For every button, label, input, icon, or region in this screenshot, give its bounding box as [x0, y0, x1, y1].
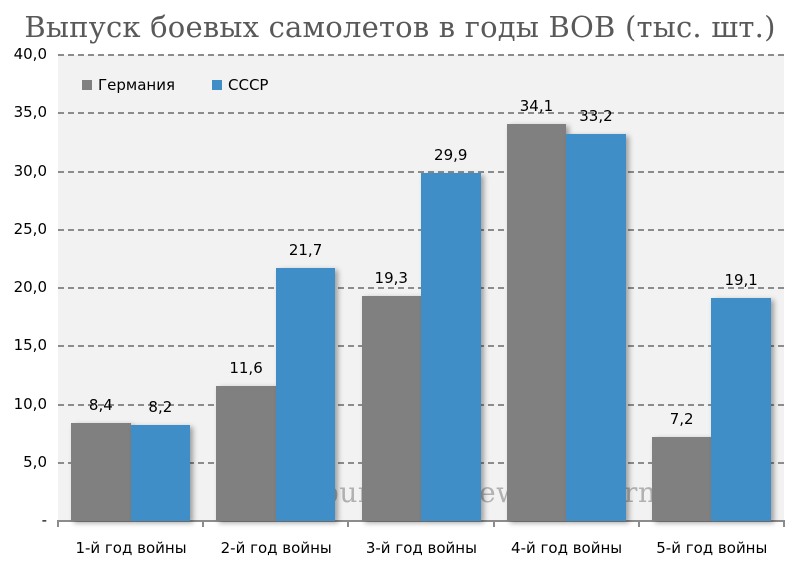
x-tick-mark	[637, 520, 640, 527]
x-category-label: 3-й год войны	[365, 539, 477, 557]
data-label: 21,7	[288, 241, 323, 260]
y-tick-label: 35,0	[13, 103, 47, 122]
chart-title: Выпуск боевых самолетов в годы ВОВ (тыс.…	[24, 10, 776, 44]
y-tick-label: 10,0	[13, 394, 47, 413]
y-tick-label: 15,0	[13, 336, 47, 355]
legend-label-germany: Германия	[98, 76, 175, 94]
data-label: 8,4	[88, 396, 113, 415]
data-label: 19,3	[374, 269, 408, 288]
data-label: 19,1	[724, 271, 758, 290]
bar-germany	[71, 423, 131, 521]
y-tick-label: 30,0	[13, 161, 47, 180]
x-category-label: 5-й год войны	[656, 539, 768, 557]
x-tick-mark	[57, 520, 59, 527]
x-tick-mark	[492, 520, 495, 527]
x-tick-mark	[202, 520, 205, 527]
legend-item-germany: Германия	[82, 76, 175, 94]
gridline	[58, 54, 784, 56]
bar-germany	[506, 123, 567, 521]
y-tick-label: 40,0	[13, 45, 47, 63]
y-tick-label: 25,0	[13, 219, 47, 238]
data-label: 8,2	[148, 398, 173, 417]
x-tick-mark	[783, 520, 785, 527]
bar-germany	[361, 296, 421, 521]
data-label: 29,9	[434, 145, 468, 164]
legend-swatch-germany-icon	[82, 80, 92, 90]
bar-ussr	[566, 134, 626, 521]
gridline	[58, 170, 784, 173]
data-label: 34,1	[519, 96, 554, 115]
y-tick-label: -	[41, 511, 47, 529]
bar-ussr	[711, 298, 771, 521]
bar-germany	[651, 437, 712, 521]
data-label: 7,2	[669, 410, 694, 429]
y-tick-label: 5,0	[23, 452, 47, 471]
legend-item-ussr: СССР	[212, 76, 269, 94]
y-tick-label: 20,0	[13, 278, 47, 296]
data-label: 33,2	[579, 107, 613, 126]
legend-label-ussr: СССР	[228, 76, 269, 94]
bar-germany	[216, 385, 276, 521]
x-category-label: 4-й год войны	[511, 539, 623, 557]
bar-ussr	[421, 172, 481, 521]
x-tick-mark	[347, 520, 350, 527]
bar-ussr	[130, 425, 191, 521]
gridline	[58, 112, 784, 115]
legend-swatch-ussr-icon	[212, 80, 222, 90]
data-label: 11,6	[229, 358, 263, 377]
x-category-label: 1-й год войны	[75, 539, 187, 557]
x-axis-line	[58, 520, 785, 522]
x-category-label: 2-й год войны	[220, 539, 332, 557]
bar-ussr	[275, 268, 336, 521]
